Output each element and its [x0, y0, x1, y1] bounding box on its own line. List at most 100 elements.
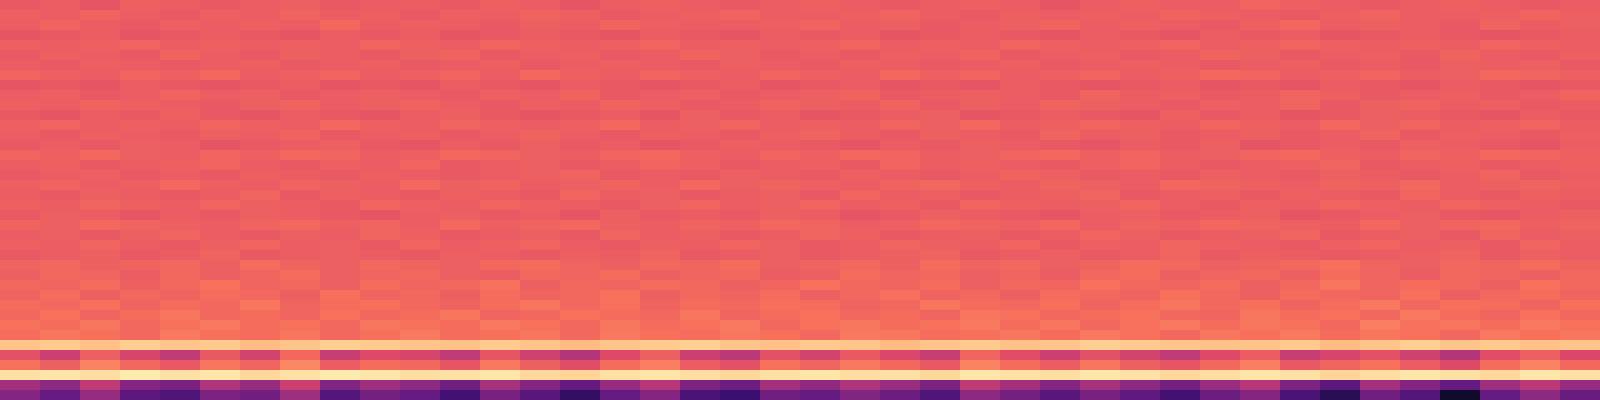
heat-cell [1280, 260, 1321, 271]
heat-cell [920, 380, 961, 391]
heat-cell [360, 210, 401, 221]
heat-cell [1560, 140, 1600, 151]
heat-cell [1320, 110, 1361, 121]
heat-cell [1400, 360, 1441, 371]
heat-cell [0, 240, 41, 251]
heat-cell [200, 70, 241, 81]
heat-cell [1320, 290, 1361, 301]
heat-cell [520, 300, 561, 311]
heat-cell [1000, 250, 1041, 261]
heat-cell [1360, 120, 1401, 131]
heat-cell [760, 310, 801, 321]
heat-cell [320, 200, 361, 211]
heat-cell [800, 360, 841, 371]
heat-cell [1560, 200, 1600, 211]
heat-cell [800, 120, 841, 131]
heat-cell [280, 170, 321, 181]
heat-cell [720, 70, 761, 81]
heat-cell [960, 340, 1001, 351]
heat-cell [520, 100, 561, 111]
heat-cell [480, 10, 521, 21]
heat-cell [480, 40, 521, 51]
heat-cell [600, 290, 641, 301]
heat-cell [0, 380, 41, 391]
heat-cell [1040, 70, 1081, 81]
heat-cell [1400, 340, 1441, 351]
heat-cell [1560, 290, 1600, 301]
heat-cell [720, 110, 761, 121]
heat-cell [80, 200, 121, 211]
heat-cell [160, 70, 201, 81]
heat-cell [1160, 330, 1201, 341]
heat-cell [480, 350, 521, 361]
heat-cell [520, 330, 561, 341]
heat-cell [120, 90, 161, 101]
heat-cell [1040, 150, 1081, 161]
heat-cell [1400, 300, 1441, 311]
heat-cell [1520, 110, 1561, 121]
heat-cell [1240, 200, 1281, 211]
heat-cell [720, 230, 761, 241]
heat-cell [80, 130, 121, 141]
heat-cell [1520, 20, 1561, 31]
heat-cell [40, 190, 81, 201]
heat-cell [80, 20, 121, 31]
heat-cell [40, 330, 81, 341]
heat-cell [1520, 390, 1561, 400]
heat-cell [360, 300, 401, 311]
heat-cell [1120, 300, 1161, 311]
heat-cell [640, 100, 681, 111]
heat-cell [1040, 30, 1081, 41]
heat-cell [1280, 20, 1321, 31]
heat-cell [960, 70, 1001, 81]
heat-cell [280, 130, 321, 141]
heat-cell [960, 150, 1001, 161]
heat-cell [1560, 230, 1600, 241]
heat-cell [840, 330, 881, 341]
heat-cell [200, 30, 241, 41]
heat-cell [120, 130, 161, 141]
heat-cell [1240, 190, 1281, 201]
heat-cell [1400, 330, 1441, 341]
heat-cell [920, 350, 961, 361]
heat-cell [1080, 60, 1121, 71]
heat-cell [920, 340, 961, 351]
heat-cell [840, 50, 881, 61]
heat-cell [600, 30, 641, 41]
heat-cell [160, 390, 201, 400]
heat-cell [880, 310, 921, 321]
heat-cell [1080, 170, 1121, 181]
heat-cell [880, 60, 921, 71]
heat-cell [880, 230, 921, 241]
heat-cell [1560, 310, 1600, 321]
heat-cell [760, 10, 801, 21]
heat-cell [120, 230, 161, 241]
heat-cell [320, 270, 361, 281]
heat-cell [840, 370, 881, 381]
heat-cell [1360, 190, 1401, 201]
heat-cell [880, 90, 921, 101]
heat-cell [1000, 50, 1041, 61]
heat-cell [160, 330, 201, 341]
heat-cell [280, 20, 321, 31]
heat-cell [560, 30, 601, 41]
heat-cell [1280, 170, 1321, 181]
heat-cell [40, 350, 81, 361]
heat-cell [360, 80, 401, 91]
heat-cell [80, 40, 121, 51]
heat-cell [1080, 330, 1121, 341]
heat-cell [1320, 60, 1361, 71]
heat-cell [280, 190, 321, 201]
heat-cell [40, 370, 81, 381]
heat-cell [1280, 0, 1321, 11]
heat-cell [600, 170, 641, 181]
heat-cell [880, 20, 921, 31]
heat-cell [1320, 230, 1361, 241]
heat-cell [1080, 340, 1121, 351]
heat-cell [1400, 100, 1441, 111]
heat-cell [40, 30, 81, 41]
heat-cell [1160, 190, 1201, 201]
heat-cell [1000, 340, 1041, 351]
heat-cell [280, 330, 321, 341]
heat-cell [1520, 360, 1561, 371]
